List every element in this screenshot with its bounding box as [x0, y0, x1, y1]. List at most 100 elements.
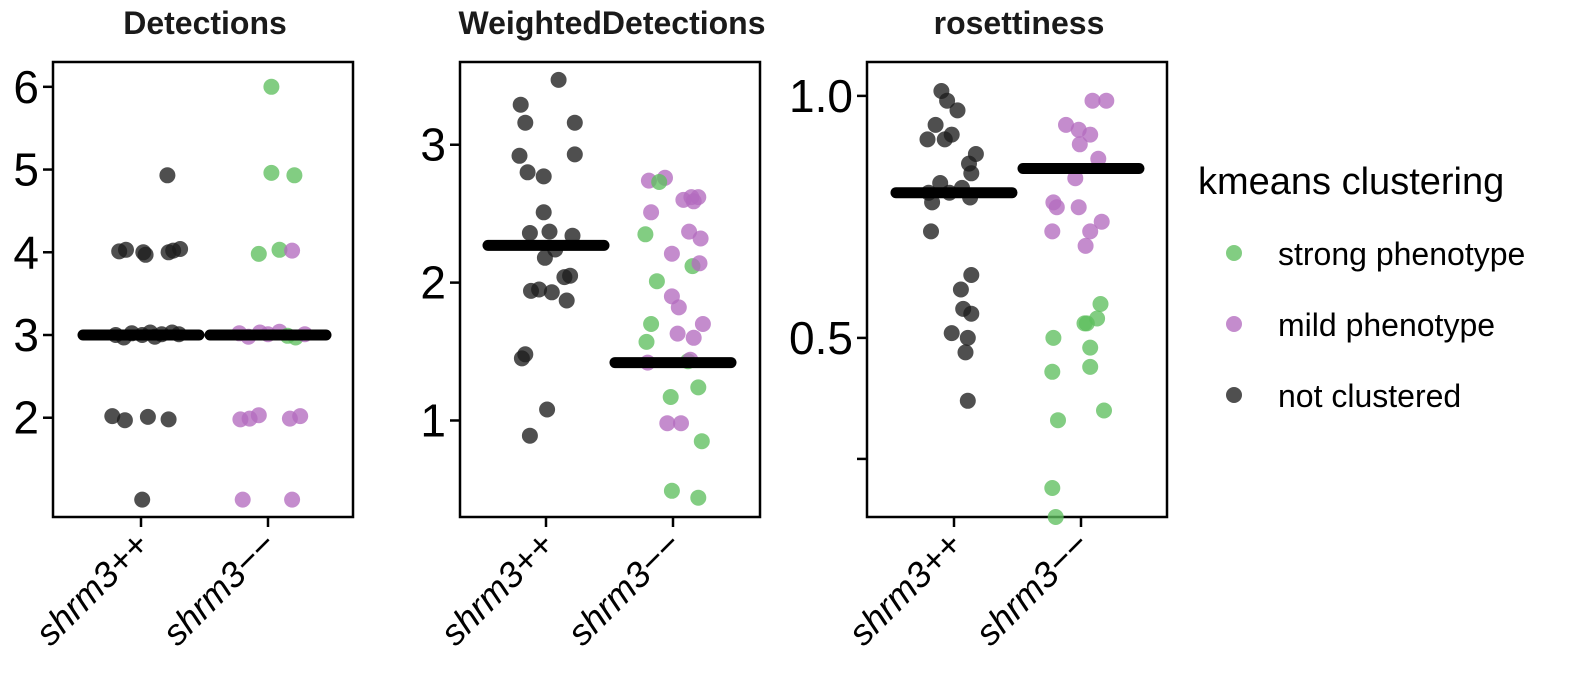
data-point [550, 71, 567, 88]
data-point [536, 249, 553, 266]
data-point [663, 245, 680, 262]
data-point [263, 164, 280, 181]
data-point [670, 299, 687, 316]
data-point [638, 333, 655, 350]
data-point [919, 131, 936, 148]
data-point [1090, 150, 1107, 167]
data-point [234, 491, 251, 508]
data-point [663, 482, 680, 499]
data-point [566, 146, 583, 163]
data-point [118, 241, 134, 258]
data-point [1077, 237, 1094, 254]
data-point [250, 245, 267, 262]
data-point [566, 114, 583, 131]
data-point [659, 415, 676, 432]
data-point [271, 241, 288, 258]
data-point [675, 191, 692, 208]
data-point [284, 242, 301, 259]
data-point [134, 491, 151, 508]
data-point [513, 350, 530, 367]
panel-detections: Detections 2 3 4 5 6 shrm3++shrm3−− [13, 5, 355, 653]
panel-title: rosettiness [934, 5, 1105, 41]
panel-title: Detections [123, 5, 287, 41]
data-point [512, 96, 529, 113]
data-point [1082, 358, 1099, 375]
y-tick-label: 1.0 [789, 70, 853, 122]
y-tick-label: 2 [420, 257, 446, 309]
data-point [1048, 199, 1065, 216]
data-point [104, 408, 121, 425]
data-point [116, 412, 133, 429]
data-point [692, 230, 709, 247]
data-point [160, 411, 177, 428]
data-point [1098, 92, 1115, 109]
data-point [292, 408, 309, 425]
data-point [673, 415, 689, 432]
data-point [1082, 126, 1099, 143]
data-point [521, 427, 538, 444]
data-point [669, 325, 686, 342]
data-point [927, 116, 944, 133]
data-point [1047, 509, 1064, 525]
y-tick-label: 3 [13, 309, 39, 361]
data-point [662, 389, 679, 405]
data-point [1070, 199, 1087, 216]
data-point [539, 401, 556, 418]
data-point [139, 408, 156, 425]
x-tick-label: shrm3++ [432, 524, 561, 653]
plot-frame [458, 60, 762, 519]
data-point [286, 167, 303, 184]
x-tick-label: shrm3−− [967, 524, 1096, 653]
y-tick-label: 5 [13, 144, 39, 196]
legend-key-not-clustered [1226, 387, 1242, 403]
data-point [963, 305, 980, 322]
data-point [1044, 480, 1061, 496]
panel-title: WeightedDetections [459, 5, 766, 41]
data-point [1067, 170, 1084, 187]
data-point [694, 316, 711, 332]
y-tick-label: 6 [13, 61, 39, 113]
data-point [693, 433, 710, 450]
data-point [643, 204, 660, 221]
data-point [637, 226, 654, 243]
data-point [949, 102, 966, 119]
data-point [564, 227, 581, 244]
data-points [511, 71, 711, 506]
data-point [159, 167, 176, 184]
plot-frame [865, 60, 1169, 519]
data-point [1045, 329, 1062, 346]
y-tick-label: 4 [13, 226, 39, 278]
x-tick-label: shrm3++ [840, 524, 969, 653]
data-point [531, 281, 548, 298]
data-points [104, 78, 313, 508]
legend: kmeans clustering strong phenotype mild … [1198, 161, 1525, 414]
data-point [562, 267, 579, 284]
data-point [959, 329, 976, 346]
data-point [541, 223, 558, 240]
data-point [1050, 412, 1066, 429]
data-point [521, 225, 538, 241]
data-point [511, 147, 528, 164]
data-point [1084, 92, 1101, 109]
data-point [952, 281, 969, 298]
data-point [172, 241, 189, 257]
data-point [691, 255, 708, 272]
data-point [651, 174, 668, 190]
data-point [1093, 213, 1110, 230]
data-point [924, 194, 941, 211]
data-point [643, 316, 660, 332]
x-tick-label: shrm3−− [559, 524, 688, 653]
legend-key-strong [1226, 245, 1242, 261]
data-point [1071, 136, 1088, 153]
data-point [690, 489, 707, 506]
data-point [250, 407, 267, 424]
data-point [1096, 402, 1112, 419]
legend-item-mild: mild phenotype [1226, 307, 1495, 343]
plot-frame [51, 60, 355, 519]
data-point [517, 114, 534, 131]
legend-item-strong: strong phenotype [1226, 236, 1525, 272]
data-point [1082, 339, 1099, 356]
data-point [681, 223, 698, 240]
x-tick-label: shrm3−− [154, 524, 283, 653]
